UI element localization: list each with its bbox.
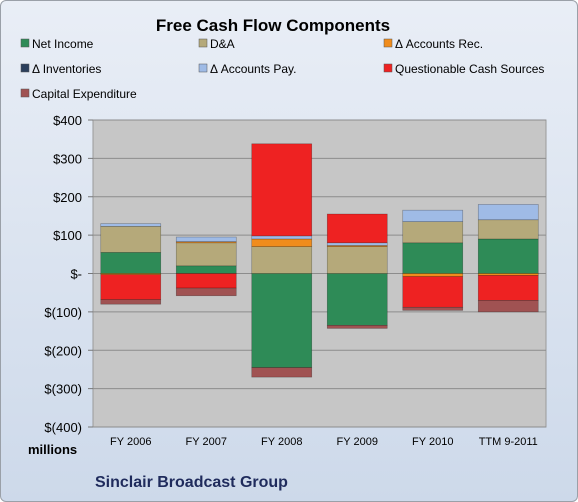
- legend-swatch-net-income: [20, 38, 30, 48]
- bar-questionable-cash-sources-fy-2010: [402, 276, 464, 308]
- bar-net-income-ttm-9-2011: [477, 238, 539, 274]
- legend-swatch-questionable-cash-sources: [383, 63, 393, 73]
- y-tick-label: $(300): [44, 382, 82, 397]
- bar-net-income-fy-2010: [402, 242, 464, 274]
- bar-capital-expenditure-fy-2008: [251, 367, 313, 378]
- y-tick-label: $400: [53, 113, 82, 128]
- legend-label-inventories: Δ Inventories: [32, 62, 101, 76]
- bar-accounts-pay-ttm-9-2011: [477, 204, 539, 221]
- bar-d-a-ttm-9-2011: [477, 219, 539, 240]
- x-tick-label: FY 2007: [186, 436, 227, 448]
- legend-label-accounts-pay: Δ Accounts Pay.: [210, 62, 297, 76]
- bar-capital-expenditure-fy-2010: [402, 306, 464, 311]
- legend-swatch-capital-expenditure: [20, 88, 30, 98]
- legend-label-capital-expenditure: Capital Expenditure: [32, 87, 137, 101]
- gridlines: [93, 119, 546, 428]
- x-tick-label: FY 2006: [110, 436, 151, 448]
- bar-d-a-fy-2007: [175, 242, 237, 267]
- bar-capital-expenditure-fy-2006: [100, 299, 162, 305]
- x-axis: FY 2006 FY 2007 FY 2008 FY 2009 FY 2010 TTM 9…: [110, 436, 538, 448]
- bar-questionable-cash-sources-ttm-9-2011: [477, 275, 539, 301]
- bar-d-a-fy-2010: [402, 221, 464, 244]
- bar-accounts-rec-fy-2010: [402, 273, 464, 277]
- y-tick-label: $300: [53, 151, 82, 166]
- bar-accounts-pay-fy-2010: [402, 209, 464, 222]
- chart-title: Free Cash Flow Components: [156, 16, 390, 35]
- legend-label-net-income: Net Income: [32, 37, 94, 51]
- legend-swatch-inventories: [20, 63, 30, 73]
- y-tick-label: $(100): [44, 305, 82, 320]
- bar-accounts-pay-fy-2007: [175, 236, 237, 242]
- bar-net-income-fy-2008: [251, 273, 313, 368]
- legend-label-d-a: D&A: [210, 37, 235, 51]
- legend: Net Income D&A Δ Accounts Rec. Δ Inventorie…: [20, 37, 544, 101]
- bar-capital-expenditure-ttm-9-2011: [477, 300, 539, 313]
- bar-accounts-pay-fy-2008: [251, 235, 313, 240]
- x-tick-label: FY 2010: [412, 436, 453, 448]
- x-tick-label: FY 2009: [337, 436, 378, 448]
- legend-label-accounts-rec: Δ Accounts Rec.: [395, 37, 483, 51]
- bar-capital-expenditure-fy-2009: [326, 325, 388, 329]
- y-tick-label: $100: [53, 228, 82, 243]
- bar-questionable-cash-sources-fy-2007: [175, 273, 237, 289]
- y-axis: $400 $300 $200 $100 $- $(100) $(200) $(300) $(40…: [44, 113, 93, 435]
- bar-net-income-fy-2006: [100, 252, 162, 274]
- bar-questionable-cash-sources-fy-2006: [100, 274, 162, 300]
- bar-accounts-rec-fy-2008: [251, 238, 313, 247]
- bar-questionable-cash-sources-fy-2009: [326, 213, 388, 244]
- company-name: Sinclair Broadcast Group: [95, 474, 288, 491]
- bar-net-income-fy-2009: [326, 273, 388, 326]
- bar-d-a-fy-2009: [326, 246, 388, 274]
- y-tick-label: $200: [53, 190, 82, 205]
- x-tick-label: FY 2008: [261, 436, 302, 448]
- y-tick-label: $-: [70, 267, 82, 282]
- bar-d-a-fy-2006: [100, 225, 162, 253]
- bar-d-a-fy-2008: [251, 246, 313, 274]
- y-tick-label: $(400): [44, 420, 82, 435]
- bar-capital-expenditure-fy-2007: [175, 287, 237, 297]
- bar-accounts-pay-fy-2009: [326, 242, 388, 246]
- unit-label: millions: [28, 442, 77, 457]
- legend-swatch-accounts-rec: [383, 38, 393, 48]
- legend-swatch-accounts-pay: [198, 63, 208, 73]
- bars: [100, 143, 539, 378]
- legend-swatch-d-a: [198, 38, 208, 48]
- bar-accounts-pay-fy-2006: [100, 223, 162, 227]
- bar-net-income-fy-2007: [175, 265, 237, 274]
- bar-questionable-cash-sources-fy-2008: [251, 143, 313, 237]
- y-tick-label: $(200): [44, 343, 82, 358]
- legend-label-questionable-cash-sources: Questionable Cash Sources: [395, 62, 544, 76]
- x-tick-label: TTM 9-2011: [479, 436, 538, 448]
